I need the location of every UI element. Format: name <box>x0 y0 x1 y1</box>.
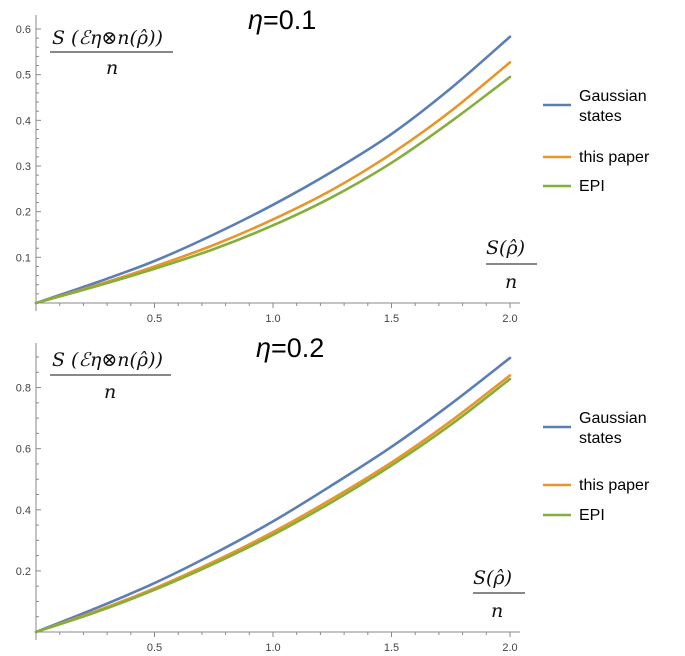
x-axis-label: S(ρ̂) n <box>486 237 537 293</box>
legend-label-line2: states <box>579 108 622 125</box>
legend-item: EPI <box>543 507 605 524</box>
series-lines <box>34 35 512 305</box>
legend-label-line2: states <box>579 430 622 447</box>
series-lines <box>34 356 512 634</box>
x-tick-label: 2.0 <box>502 642 517 654</box>
legend-top: Gaussian states this paper EPI <box>543 88 650 195</box>
y-label-denominator: n <box>104 381 116 403</box>
chart-panel-eta-0-2: η=0.2 S (ℰη⊗n(ρ̂)) n S(ρ̂) n 0.5 1.0 1.5 2.… <box>16 333 525 654</box>
panel-title: η=0.2 <box>256 333 324 363</box>
x-tick-label: 1.0 <box>265 642 280 654</box>
legend-label: Gaussian <box>579 410 647 427</box>
x-label-denominator: n <box>491 600 503 622</box>
x-tick-label: 1.5 <box>384 642 399 654</box>
series-line-epi <box>34 377 512 634</box>
y-label-numerator: S (ℰη⊗n(ρ̂)) <box>52 27 163 49</box>
x-label-numerator: S(ρ̂) <box>486 237 525 259</box>
legend-label: this paper <box>579 149 650 166</box>
panel-title: η=0.1 <box>248 5 316 35</box>
x-tick-label: 1.0 <box>265 313 280 325</box>
legend-label: EPI <box>579 507 605 524</box>
y-tick-label: 0.1 <box>16 252 31 264</box>
legend-bottom: Gaussian states this paper EPI <box>543 410 650 524</box>
x-tick-label: 1.5 <box>384 313 399 325</box>
legend-item: Gaussian states <box>543 88 647 125</box>
y-tick-label: 0.2 <box>16 566 31 578</box>
y-tick-label: 0.8 <box>16 383 31 395</box>
x-axis-label: S(ρ̂) n <box>473 567 525 622</box>
x-tick-label: 0.5 <box>147 642 162 654</box>
axes: 0.5 1.0 1.5 2.0 0.1 0.2 0.3 0.4 0.5 0.6 <box>16 15 520 325</box>
legend-label: this paper <box>579 477 650 494</box>
legend-item: Gaussian states <box>543 410 647 447</box>
y-axis-label: S (ℰη⊗n(ρ̂)) n <box>50 349 171 403</box>
y-tick-label: 0.4 <box>16 115 31 127</box>
y-tick-label: 0.2 <box>16 207 31 219</box>
y-tick-label: 0.5 <box>16 70 31 82</box>
y-label-numerator: S (ℰη⊗n(ρ̂)) <box>52 349 163 371</box>
y-tick-label: 0.6 <box>16 24 31 36</box>
x-tick-label: 0.5 <box>147 313 162 325</box>
y-tick-label: 0.6 <box>16 444 31 456</box>
y-tick-label: 0.3 <box>16 161 31 173</box>
axes: 0.5 1.0 1.5 2.0 0.2 0.4 0.6 0.8 <box>16 343 520 654</box>
legend-label: EPI <box>579 178 605 195</box>
legend-item: EPI <box>543 178 605 195</box>
series-line-this-paper <box>34 61 512 305</box>
series-line-epi <box>34 75 512 305</box>
y-tick-label: 0.4 <box>16 505 31 517</box>
legend-label: Gaussian <box>579 88 647 105</box>
x-tick-label: 2.0 <box>502 313 517 325</box>
series-line-gaussian-states <box>34 35 512 305</box>
chart-panel-eta-0-1: η=0.1 S (ℰη⊗n(ρ̂)) n S(ρ̂) n 0.5 1.0 1.5 2.… <box>16 5 537 325</box>
legend-item: this paper <box>543 477 650 494</box>
y-axis-label: S (ℰη⊗n(ρ̂)) n <box>50 27 173 79</box>
x-label-numerator: S(ρ̂) <box>473 567 512 589</box>
y-label-denominator: n <box>106 57 118 79</box>
x-label-denominator: n <box>505 271 517 293</box>
legend-item: this paper <box>543 149 650 166</box>
series-line-gaussian-states <box>34 356 512 634</box>
